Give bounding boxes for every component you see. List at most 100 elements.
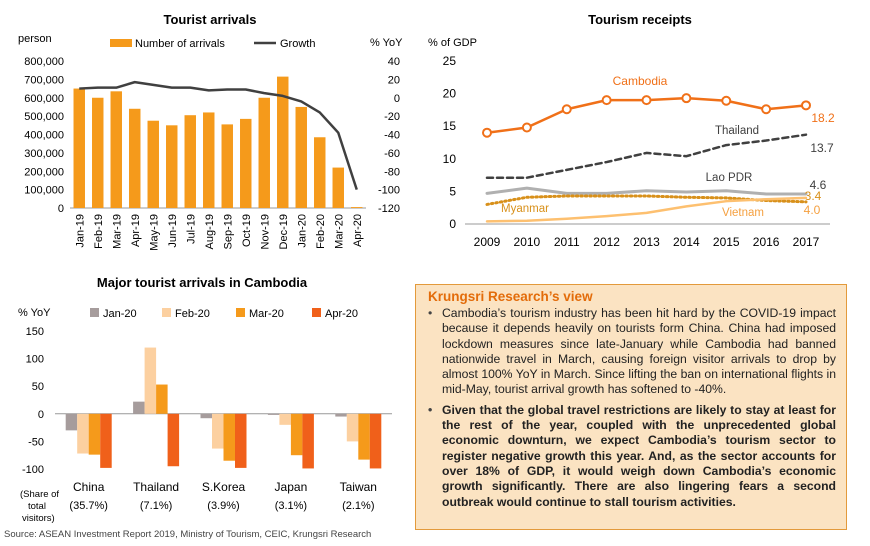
major-legend-label: Jan-20 (103, 308, 137, 320)
receipts-y-tick: 15 (443, 119, 457, 133)
major-share-label: (35.7%) (69, 500, 108, 512)
major-x-tick: Japan (275, 480, 308, 494)
receipts-point (801, 100, 811, 111)
receipts-x-tick: 2012 (593, 235, 620, 249)
arrivals-title: Tourist arrivals (164, 12, 257, 27)
major-y-tick: 100 (26, 354, 44, 366)
growth-line (79, 80, 358, 191)
arrivals-bar (240, 118, 252, 208)
x-tick-label: Nov-19 (259, 214, 271, 249)
x-tick-label: Jun-19 (167, 214, 179, 248)
left-tick-label: 200,000 (24, 166, 64, 178)
arrivals-right-axis: 40 20 0 -20 -40 -60 -80 -100 -120 (378, 56, 400, 215)
x-tick-label: Jan-20 (296, 214, 308, 248)
legend-bar-label: Number of arrivals (135, 38, 225, 50)
x-tick-label: Mar-20 (333, 214, 345, 249)
receipts-y-tick: 0 (449, 217, 456, 231)
receipts-x-tick: 2014 (673, 235, 700, 249)
arrivals-bar (92, 97, 104, 208)
major-bar (100, 413, 112, 468)
view-paragraph-1: Cambodia’s tourism industry has been hit… (428, 306, 836, 398)
major-bar (279, 413, 291, 425)
major-bar (290, 413, 303, 456)
receipts-x-tick: 2017 (793, 235, 820, 249)
major-y-tick: 150 (26, 326, 44, 338)
receipts-x-tick: 2013 (633, 235, 660, 249)
arrivals-bar (129, 108, 141, 208)
left-tick-label: 500,000 (24, 111, 64, 123)
major-bar (65, 413, 78, 431)
major-x-tick: Taiwan (340, 480, 377, 494)
right-tick-label: 40 (388, 56, 400, 68)
receipts-point (681, 93, 692, 104)
major-bar (358, 413, 370, 460)
x-tick-label: May-19 (148, 214, 160, 251)
major-share-label: (3.9%) (207, 500, 239, 512)
arrivals-bar (221, 124, 233, 208)
left-tick-label: 700,000 (24, 74, 64, 86)
major-legend-label: Feb-20 (175, 308, 210, 320)
major-legend: Jan-20 Feb-20 Mar-20 Apr-20 (90, 308, 358, 320)
arrivals-bar (203, 112, 215, 208)
major-x-axis: China (35.7%) Thailand (7.1%) S.Korea (3.9%) J… (69, 480, 377, 512)
view-title: Krungsri Research’s view (428, 289, 593, 304)
receipts-end-label: 3.4 (805, 189, 822, 203)
major-bar (267, 413, 280, 415)
major-y-tick: 0 (38, 409, 44, 421)
legend-line-label: Growth (280, 38, 315, 50)
receipts-series-label: Vietnam (722, 207, 764, 219)
x-tick-label: Oct-19 (241, 214, 253, 247)
major-arrivals-chart: Major tourist arrivals in Cambodia % YoY… (18, 275, 392, 524)
major-bar (223, 413, 235, 461)
arrivals-bar (351, 207, 363, 208)
major-share-label: (7.1%) (140, 500, 172, 512)
receipts-y-tick: 20 (443, 87, 457, 101)
arrivals-bar (184, 115, 196, 208)
receipts-line (485, 133, 808, 179)
arrivals-bar (314, 137, 326, 208)
major-bar (144, 347, 157, 414)
major-x-tick: Thailand (133, 480, 179, 494)
receipts-series-label: Myanmar (501, 203, 549, 215)
arrivals-bar (110, 91, 122, 208)
arrivals-left-unit: person (18, 33, 52, 45)
major-legend-swatch (90, 308, 99, 317)
receipts-x-tick: 2009 (474, 235, 501, 249)
receipts-line (485, 186, 808, 196)
arrivals-bar (332, 167, 344, 208)
major-legend-swatch (312, 308, 321, 317)
right-tick-label: -40 (384, 130, 400, 142)
major-y-tick: -100 (22, 464, 44, 476)
left-tick-label: 800,000 (24, 56, 64, 68)
right-tick-label: 20 (388, 74, 400, 86)
right-tick-label: -20 (384, 111, 400, 123)
share-note-line2: total (28, 501, 46, 512)
receipts-end-label: 18.2 (811, 111, 835, 125)
right-tick-label: -60 (384, 148, 400, 160)
receipts-unit: % of GDP (428, 37, 477, 49)
receipts-x-tick: 2010 (514, 235, 541, 249)
receipts-series-label: Cambodia (613, 74, 668, 88)
left-tick-label: 0 (58, 203, 64, 215)
major-bars (65, 347, 382, 469)
receipts-title: Tourism receipts (588, 12, 692, 27)
major-bar (302, 413, 314, 469)
x-tick-label: Mar-19 (111, 214, 123, 249)
major-legend-label: Mar-20 (249, 308, 284, 320)
major-bar (88, 413, 101, 455)
major-legend-swatch (162, 308, 171, 317)
x-tick-label: Dec-19 (278, 214, 290, 249)
receipts-point (561, 104, 572, 115)
x-tick-label: Apr-20 (352, 214, 364, 247)
major-bar (335, 413, 347, 417)
receipts-end-label: 13.7 (810, 141, 834, 155)
major-unit: % YoY (18, 307, 51, 319)
major-bar (133, 401, 145, 414)
major-y-tick: -50 (28, 436, 44, 448)
research-view-box: Krungsri Research’s view Cambodia’s tour… (415, 284, 847, 530)
major-title: Major tourist arrivals in Cambodia (97, 275, 308, 290)
arrivals-bar (258, 97, 270, 208)
receipts-end-label: 4.6 (810, 178, 827, 192)
major-bar (200, 413, 212, 419)
x-tick-label: Feb-20 (315, 214, 327, 249)
